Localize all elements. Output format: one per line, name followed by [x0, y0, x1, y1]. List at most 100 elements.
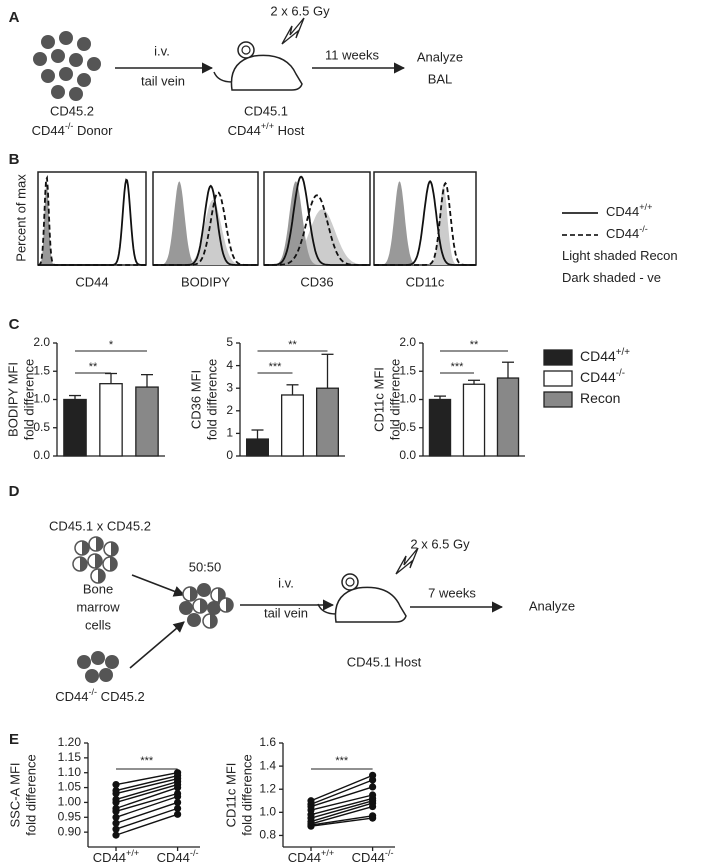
significance-label: *** [451, 361, 465, 373]
bar [99, 383, 123, 457]
bar [135, 386, 159, 457]
label: CD44-/- Donor [32, 121, 114, 138]
x-tick-label: CD44-/- [157, 848, 199, 864]
y-tick-label: 2.0 [33, 335, 50, 349]
axis-label: fold difference [21, 359, 36, 440]
bar [315, 387, 339, 457]
label-part: +/+ [639, 202, 652, 212]
data-point [174, 769, 182, 777]
label: Bone [83, 581, 113, 596]
label: tail vein [264, 605, 308, 620]
paired-line [115, 783, 178, 804]
paired-line [310, 779, 373, 805]
cell-half [190, 587, 197, 601]
label-part: Donor [73, 123, 113, 138]
y-tick-label: 2 [226, 403, 233, 417]
axis-label: CD36 MFI [188, 370, 203, 429]
label-part: CD44 [32, 123, 65, 138]
legend-label: Dark shaded - ve [562, 270, 661, 285]
cell-half [98, 569, 105, 583]
cell [51, 85, 65, 99]
cell [77, 655, 91, 669]
legend-label: CD44-/- [606, 224, 648, 241]
paired-line [115, 795, 178, 818]
cell-half [96, 537, 103, 551]
cell [69, 87, 83, 101]
label-part: CD44 [606, 204, 639, 219]
label-part: CD44 [157, 850, 190, 864]
paired-line [310, 815, 373, 826]
cell [69, 53, 83, 67]
histogram-curve [264, 209, 370, 265]
y-tick-label: 1.0 [33, 392, 50, 406]
histogram-curve [374, 186, 476, 265]
mouse-ear [345, 577, 355, 587]
y-tick-label: 5 [226, 335, 233, 349]
data-point [112, 819, 120, 827]
histogram-curve [374, 181, 476, 265]
bar [280, 394, 304, 457]
data-point [112, 804, 120, 812]
histogram-curve [264, 181, 370, 265]
radiation-bolt [281, 17, 305, 45]
y-tick-label: 1.6 [259, 735, 276, 749]
axis-label: fold difference [204, 359, 219, 440]
y-tick-label: 3 [226, 380, 233, 394]
histogram-frame [37, 171, 147, 266]
x-tick-label: CD44-/- [352, 848, 394, 864]
y-tick-label: 1.0 [259, 805, 276, 819]
axis-label: BODIPY [181, 274, 230, 289]
mouse-ear [237, 41, 255, 59]
paired-line [115, 772, 178, 786]
label-part: Dark shaded - ve [562, 270, 661, 285]
paired-line [115, 807, 178, 830]
data-point [174, 798, 182, 807]
legend-swatch [543, 370, 573, 387]
cell [87, 57, 101, 71]
mouse [317, 586, 407, 623]
cell-half [226, 598, 233, 612]
label-part: -/- [190, 848, 199, 858]
data-point [369, 791, 377, 799]
panel-label: D [9, 483, 20, 500]
y-tick-label: 1.5 [399, 363, 416, 377]
histogram-curve [264, 194, 370, 266]
arrow [131, 574, 186, 597]
cell-half [111, 542, 118, 556]
label: Analyze [529, 598, 575, 613]
paired-line [310, 817, 373, 827]
label-part: CD44 [352, 850, 385, 864]
paired-line [115, 780, 178, 801]
label: 2 x 6.5 Gy [410, 536, 470, 551]
y-tick-label: 0.90 [58, 824, 82, 838]
label: i.v. [278, 575, 294, 590]
panel-label: A [9, 9, 20, 26]
paired-line [115, 775, 178, 792]
label-part: Light shaded Recon [562, 248, 678, 263]
mouse-ear [241, 45, 251, 55]
cell [187, 613, 201, 627]
x-tick-label: CD44+/+ [288, 848, 334, 864]
data-point [174, 804, 182, 812]
label-part: -/- [639, 224, 648, 234]
y-tick-label: 1.2 [259, 781, 276, 795]
cell [77, 73, 91, 87]
legend-label: CD44+/+ [580, 347, 630, 364]
axis-label: SSC-A MFI [7, 762, 22, 827]
y-tick-label: 1.15 [58, 750, 82, 764]
paired-line [115, 792, 178, 813]
significance-label: ** [89, 361, 98, 373]
cell [85, 669, 99, 683]
y-tick-label: 1.5 [33, 363, 50, 377]
y-tick-label: 4 [226, 358, 233, 372]
data-point [174, 789, 182, 798]
label-part: +/+ [261, 121, 274, 131]
cell [91, 651, 105, 665]
label-part: -/- [88, 687, 97, 697]
label: CD45.1 x CD45.2 [49, 518, 151, 533]
data-point [174, 810, 182, 818]
label: CD44-/- CD45.2 [55, 687, 145, 704]
cell [41, 35, 55, 49]
cell [33, 52, 47, 66]
